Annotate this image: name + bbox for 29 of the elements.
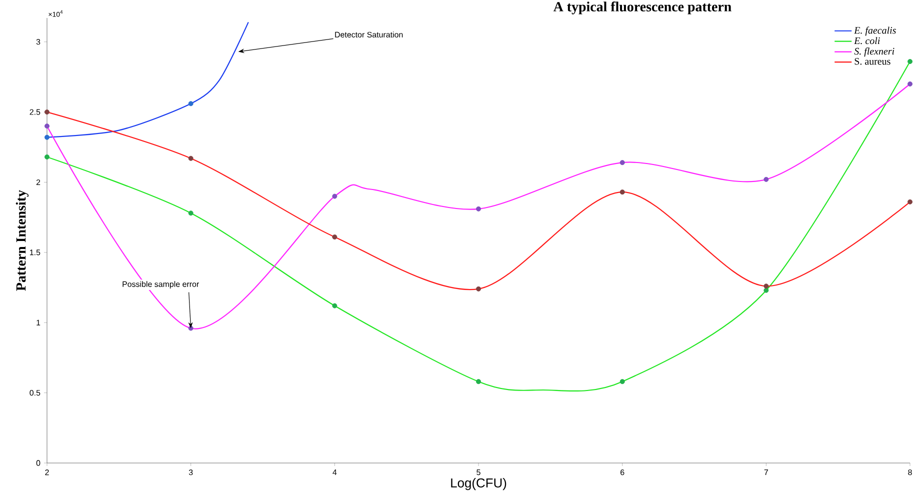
point	[188, 156, 194, 161]
legend-label: S. flexneri	[854, 48, 894, 57]
point	[764, 288, 769, 293]
point	[332, 303, 338, 308]
point	[44, 110, 50, 115]
point	[476, 206, 481, 212]
point	[620, 190, 625, 195]
y-axis-title: Pattern Intensity	[16, 190, 29, 291]
legend-label: E. faecalis	[854, 26, 896, 36]
point	[44, 124, 50, 129]
point	[620, 160, 625, 166]
point	[908, 59, 912, 64]
chart-title: A typical fluorescence pattern	[553, 1, 732, 14]
legend-label: E. coli	[854, 37, 880, 44]
legend-label: S. aureus	[854, 58, 890, 65]
x-axis-title: Log(CFU)	[451, 478, 506, 490]
point	[476, 286, 481, 292]
point	[764, 176, 769, 182]
point	[44, 134, 50, 140]
point	[44, 154, 50, 160]
point	[332, 194, 338, 199]
point	[332, 234, 338, 240]
point	[764, 284, 769, 289]
point	[908, 199, 912, 204]
point	[188, 210, 194, 216]
point	[476, 379, 481, 384]
point	[620, 379, 625, 384]
point	[908, 81, 912, 86]
point	[188, 101, 194, 106]
